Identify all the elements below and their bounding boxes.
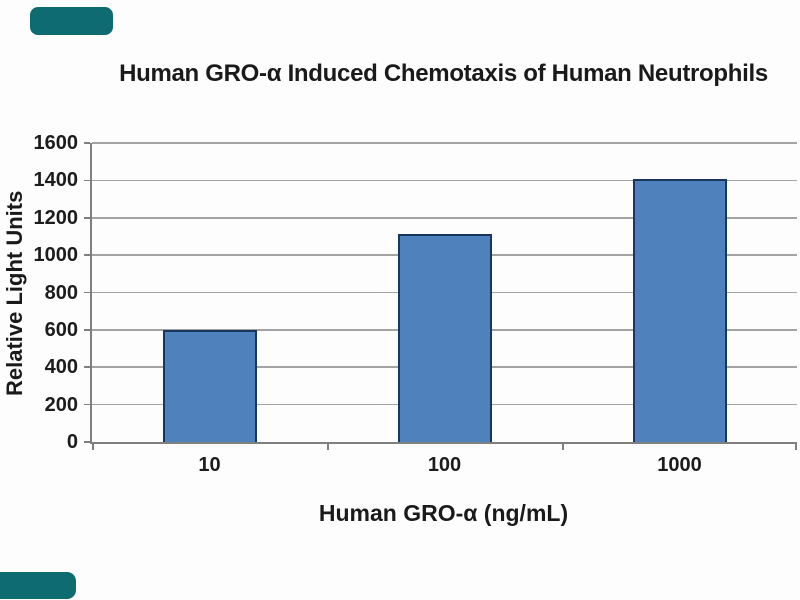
x-tick-mark-2 — [562, 442, 564, 450]
chart-title: Human GRO-α Induced Chemotaxis of Human … — [119, 60, 768, 87]
y-tick-label-1200: 1200 — [33, 206, 79, 229]
y-tick-mark-600 — [84, 329, 90, 331]
y-tick-mark-1200 — [84, 216, 90, 219]
teal-corner-mark-bottom-left — [0, 572, 76, 599]
y-tick-label-600: 600 — [44, 318, 78, 341]
bar-100 — [397, 233, 492, 442]
x-tick-mark-3 — [795, 442, 797, 450]
y-tick-label-1600: 1600 — [33, 132, 79, 154]
y-tick-label-1400: 1400 — [33, 169, 79, 192]
gridline-1600 — [92, 142, 797, 144]
y-tick-label-400: 400 — [44, 356, 78, 379]
y-tick-label-1000: 1000 — [33, 244, 79, 267]
gridline-1200 — [92, 216, 797, 219]
x-tick-mark-1 — [327, 442, 329, 450]
x-axis-title: Human GRO-α (ng/mL) — [318, 500, 569, 526]
y-tick-mark-0 — [84, 441, 90, 443]
y-tick-label-800: 800 — [44, 281, 78, 304]
plot-area: 0 200 400 600 800 1000 1200 1400 1600 10 100 1000 — [34, 132, 797, 476]
bar-10 — [162, 329, 257, 442]
x-category-label-1000: 1000 — [657, 454, 702, 476]
teal-corner-mark-top-left — [30, 7, 113, 35]
y-tick-mark-200 — [84, 403, 90, 406]
x-category-label-100: 100 — [427, 454, 462, 476]
y-tick-mark-800 — [84, 291, 90, 294]
bar-1000 — [632, 178, 727, 442]
y-tick-mark-1600 — [84, 142, 90, 144]
y-tick-label-200: 200 — [44, 393, 78, 416]
y-tick-mark-1400 — [84, 179, 90, 182]
y-tick-mark-400 — [84, 366, 90, 369]
gridline-1400 — [92, 179, 797, 182]
y-tick-label-0: 0 — [66, 431, 78, 453]
x-category-label-10: 10 — [198, 454, 221, 476]
y-tick-mark-1000 — [84, 254, 90, 256]
x-tick-mark-0 — [92, 442, 94, 450]
